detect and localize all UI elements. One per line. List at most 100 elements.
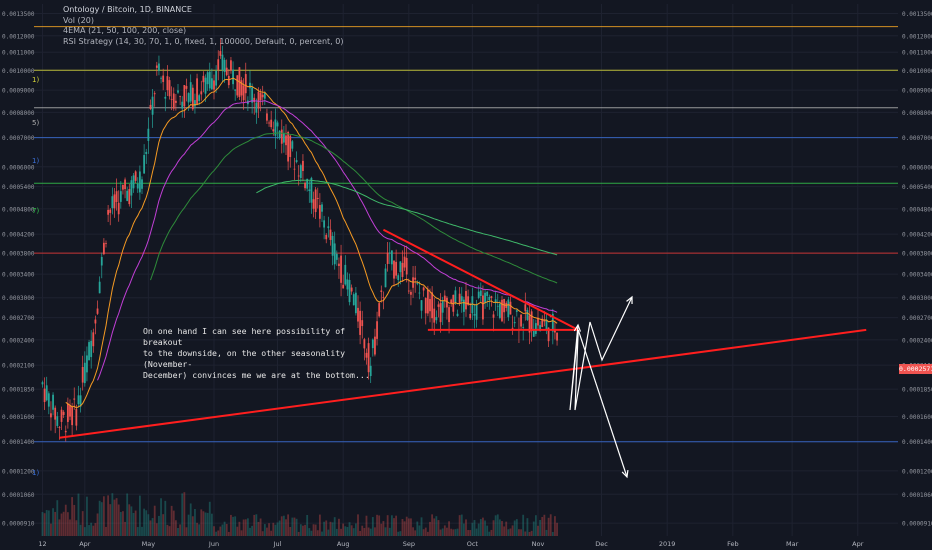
volume-bar	[340, 528, 342, 536]
candle-body	[376, 321, 378, 339]
volume-bar	[354, 523, 357, 536]
candle-body	[187, 93, 190, 103]
volume-bar	[189, 503, 192, 536]
volume-bar	[295, 518, 298, 536]
candle-body	[431, 292, 434, 319]
volume-bar	[513, 520, 516, 536]
candle-body	[443, 295, 446, 301]
candle-body	[259, 92, 262, 101]
candle-body	[196, 78, 198, 105]
candle-body	[515, 310, 518, 312]
volume-bar	[532, 521, 535, 536]
volume-bar	[357, 514, 359, 536]
candle-body	[117, 202, 120, 215]
legend-title: Ontology / Bitcoin, 1D, BINANCE	[63, 5, 192, 14]
volume-bar	[185, 527, 188, 536]
candle-body	[488, 296, 491, 301]
candle-body	[378, 303, 381, 317]
candle-body	[422, 287, 425, 291]
volume-bar	[92, 525, 95, 536]
x-tick-label: Oct	[467, 540, 479, 548]
candle-body	[359, 310, 362, 335]
candle-body	[513, 322, 516, 324]
volume-bar	[376, 514, 378, 536]
volume-bar	[56, 500, 59, 536]
candle-body	[270, 119, 273, 128]
candle-body	[221, 54, 224, 71]
y-tick-left: 0.0002700	[2, 315, 35, 322]
volume-bar	[526, 518, 529, 536]
volume-bar	[164, 500, 167, 536]
candle-body	[278, 130, 281, 139]
y-tick-right: 0.0002700	[902, 315, 932, 322]
candle-body	[547, 327, 550, 342]
candle-body	[299, 165, 302, 178]
candle-body	[79, 395, 82, 407]
volume-bars	[41, 492, 558, 536]
candle-body	[490, 296, 493, 298]
candle-body	[405, 257, 408, 275]
y-axis-right: 0.0013500 0.0012000 0.0011000 0.0010000 0.00…	[902, 11, 932, 528]
volume-bar	[200, 509, 203, 536]
volume-bar	[475, 528, 478, 536]
y-tick-right: 0.0003800	[902, 251, 932, 258]
volume-bar	[151, 518, 154, 536]
ema-line-21	[65, 77, 558, 409]
candle-body	[520, 314, 522, 327]
volume-bar	[172, 510, 175, 536]
y-tick-right: 0.0001850	[902, 387, 932, 394]
candle-body	[102, 242, 105, 255]
candle-body	[105, 242, 107, 244]
level-label-1: 1)	[32, 76, 40, 84]
x-axis: 12 Apr May Jun Jul Aug Sep Oct Nov Dec 2019 Feb Mar A…	[38, 540, 863, 548]
y-tick-right: 0.0000910	[902, 521, 932, 528]
volume-bar	[479, 519, 482, 536]
volume-bar	[462, 523, 465, 536]
candle-body	[244, 74, 247, 94]
volume-bar	[278, 520, 281, 536]
y-tick-left: 0.0011000	[2, 50, 35, 57]
arrow-bearish-scenario	[577, 329, 629, 479]
candle-body	[306, 178, 309, 189]
candle-body	[287, 131, 290, 162]
trendline	[59, 328, 867, 439]
volume-bar	[238, 521, 241, 536]
candle-body	[532, 330, 535, 337]
candle-body	[272, 129, 275, 132]
volume-bar	[352, 528, 355, 536]
volume-bar	[96, 513, 99, 536]
volume-bar	[213, 526, 215, 536]
y-tick-right: 0.0011000	[902, 50, 932, 57]
volume-bar	[469, 530, 472, 536]
volume-bar	[426, 531, 429, 536]
legend-ema: 4EMA (21, 50, 100, 200, close)	[63, 26, 187, 35]
horizontal-levels	[34, 26, 898, 443]
candle-body	[335, 253, 338, 260]
x-tick-label: Nov	[532, 540, 545, 548]
ema-line-200	[256, 179, 558, 256]
candle-body	[92, 332, 95, 347]
volume-bar	[261, 531, 264, 536]
candle-body	[314, 189, 317, 213]
candle-body	[189, 82, 192, 102]
candle-body	[424, 298, 427, 314]
volume-bar	[62, 511, 65, 536]
volume-bar	[412, 527, 414, 536]
volume-bar	[187, 514, 190, 536]
volume-bar	[503, 526, 506, 536]
y-tick-right: 0.0004800	[902, 206, 932, 213]
arrow-head	[626, 295, 633, 305]
candle-body	[60, 409, 63, 422]
volume-bar	[371, 517, 374, 536]
candle-body	[456, 313, 459, 317]
x-tick-label: May	[142, 540, 156, 548]
volume-bar	[467, 530, 470, 536]
volume-bar	[456, 528, 459, 536]
volume-bar	[138, 495, 141, 536]
candle-body	[45, 385, 48, 401]
volume-bar	[477, 523, 480, 536]
y-tick-right: 0.0001600	[902, 414, 932, 421]
volume-bar	[113, 499, 116, 536]
candle-body	[43, 388, 46, 403]
